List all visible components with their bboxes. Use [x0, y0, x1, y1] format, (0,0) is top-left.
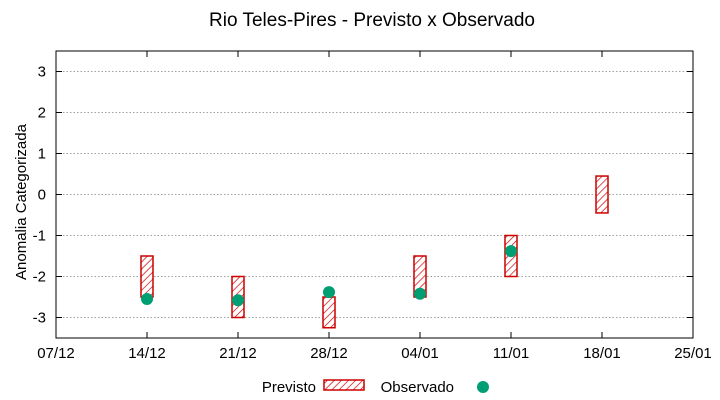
legend: Previsto Observado — [262, 379, 489, 396]
y-axis-label: Anomalia Categorizada — [13, 123, 30, 280]
previsto-box — [140, 255, 154, 298]
x-tick-label: 21/12 — [219, 345, 257, 362]
y-tick-label: 0 — [38, 187, 46, 204]
legend-swatch-observado — [477, 381, 489, 393]
observado-point — [232, 294, 244, 307]
x-tick-label: 04/01 — [401, 345, 439, 362]
y-tick-label: 3 — [38, 64, 46, 81]
legend-swatch-previsto — [323, 379, 365, 391]
grid-lines — [56, 71, 693, 318]
plot-frame — [55, 50, 694, 339]
legend-label-previsto: Previsto — [262, 379, 316, 396]
chart-title: Rio Teles-Pires - Previsto x Observado — [209, 10, 535, 31]
y-axis-ticks: -3 -2 -1 0 1 2 3 — [33, 64, 693, 327]
y-tick-label: -1 — [33, 228, 46, 245]
y-tick-label: 1 — [38, 146, 46, 163]
x-tick-label: 07/12 — [37, 345, 75, 362]
observado-point — [414, 287, 426, 300]
y-tick-label: -2 — [33, 269, 46, 286]
legend-label-observado: Observado — [381, 379, 454, 396]
x-tick-label: 28/12 — [310, 345, 348, 362]
x-axis-ticks: 07/12 14/12 21/12 28/12 04/01 11/01 18/01 25/01 — [37, 51, 712, 362]
observado-series — [141, 245, 517, 307]
x-tick-label: 11/01 — [493, 345, 529, 362]
x-tick-label: 18/01 — [583, 345, 621, 362]
observado-point — [141, 293, 153, 306]
previsto-box — [322, 296, 336, 329]
y-tick-label: 2 — [38, 105, 46, 122]
previsto-box — [595, 175, 609, 214]
previsto-series — [140, 175, 609, 329]
y-tick-label: -3 — [33, 310, 46, 327]
observado-point — [505, 245, 517, 258]
x-tick-label: 14/12 — [128, 345, 166, 362]
observado-point — [323, 286, 335, 299]
x-tick-label: 25/01 — [674, 345, 712, 362]
